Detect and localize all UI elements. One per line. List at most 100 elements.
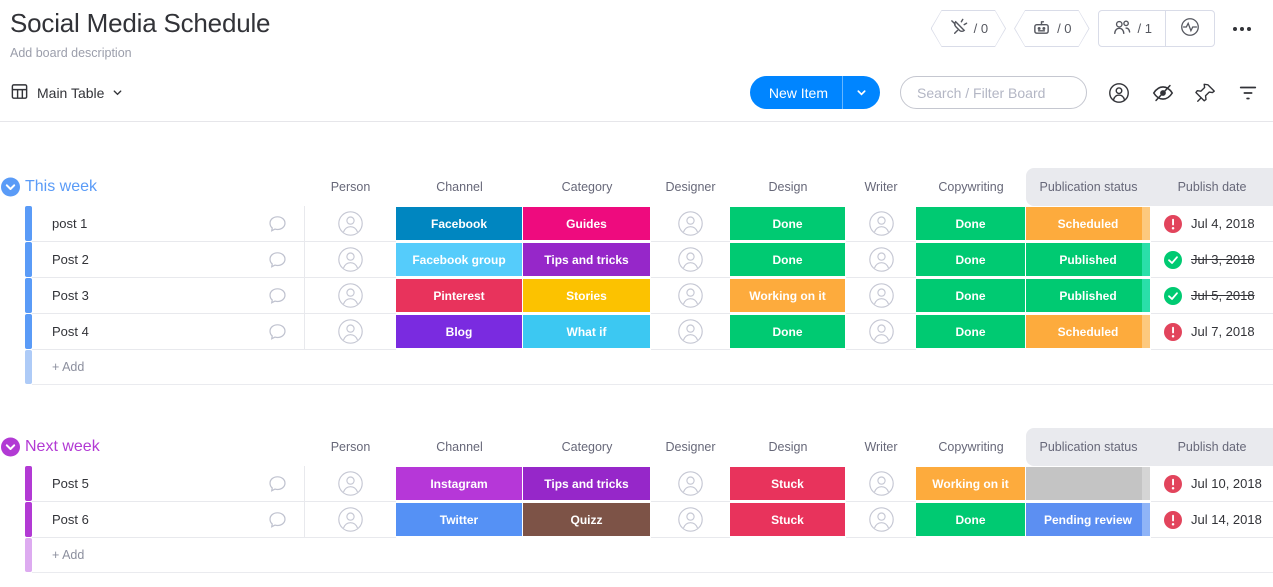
column-header-copywriting[interactable]: Copywriting — [938, 180, 1004, 194]
design-status-cell[interactable]: Working on it — [730, 278, 846, 314]
person-cell[interactable] — [305, 466, 396, 502]
design-status-cell[interactable]: Stuck — [730, 466, 846, 502]
column-header-person[interactable]: Person — [330, 180, 371, 194]
design-status-cell[interactable]: Done — [730, 206, 846, 242]
integrations-badge[interactable]: / 0 — [931, 10, 1006, 47]
person-filter-icon[interactable] — [1107, 81, 1131, 105]
person-cell[interactable] — [305, 206, 396, 242]
column-header-category[interactable]: Category — [561, 440, 613, 454]
column-header-category[interactable]: Category — [561, 180, 613, 194]
activity-button[interactable] — [1165, 11, 1214, 46]
copywriting-status-cell[interactable]: Done — [916, 502, 1026, 538]
person-cell[interactable] — [305, 278, 396, 314]
add-item-row[interactable]: + Add — [25, 350, 1273, 385]
column-header-channel[interactable]: Channel — [436, 440, 483, 454]
design-status-cell[interactable]: Done — [730, 314, 846, 350]
channel-cell[interactable]: Pinterest — [396, 278, 523, 314]
designer-cell[interactable] — [651, 502, 730, 538]
item-name-cell[interactable]: Post 6 — [32, 502, 305, 538]
copywriting-status-cell[interactable]: Done — [916, 278, 1026, 314]
filter-funnel-icon[interactable] — [1237, 82, 1259, 104]
add-item-row[interactable]: + Add — [25, 538, 1273, 573]
column-header-designer[interactable]: Designer — [665, 440, 716, 454]
column-header-publish-date[interactable]: Publish date — [1151, 428, 1273, 466]
pin-icon[interactable] — [1195, 82, 1217, 104]
item-name-cell[interactable]: Post 5 — [32, 466, 305, 502]
publication-status-cell[interactable]: Pending review — [1026, 502, 1151, 538]
publish-date-cell[interactable]: Jul 14, 2018 — [1151, 502, 1273, 538]
copywriting-status-cell[interactable]: Working on it — [916, 466, 1026, 502]
board-menu-button[interactable] — [1223, 10, 1261, 47]
channel-cell[interactable]: Facebook group — [396, 242, 523, 278]
eye-slash-icon[interactable] — [1151, 81, 1175, 105]
column-header-channel[interactable]: Channel — [436, 180, 483, 194]
item-name-cell[interactable]: Post 2 — [32, 242, 305, 278]
publication-status-cell[interactable]: Scheduled — [1026, 314, 1151, 350]
designer-cell[interactable] — [651, 278, 730, 314]
copywriting-status-cell[interactable]: Done — [916, 206, 1026, 242]
channel-cell[interactable]: Facebook — [396, 206, 523, 242]
collapse-group-icon[interactable] — [1, 437, 20, 457]
publication-status-cell[interactable]: Scheduled — [1026, 206, 1151, 242]
designer-cell[interactable] — [651, 242, 730, 278]
column-header-publication-status[interactable]: Publication status — [1026, 428, 1151, 466]
designer-cell[interactable] — [651, 206, 730, 242]
writer-cell[interactable] — [846, 502, 916, 538]
column-header-writer[interactable]: Writer — [864, 440, 898, 454]
group-title[interactable]: Next week — [1, 428, 305, 466]
copywriting-status-cell[interactable]: Done — [916, 314, 1026, 350]
chat-bubble-icon[interactable] — [266, 320, 289, 343]
designer-cell[interactable] — [651, 466, 730, 502]
chat-bubble-icon[interactable] — [266, 508, 289, 531]
new-item-button[interactable]: New Item — [749, 76, 880, 109]
chat-bubble-icon[interactable] — [266, 472, 289, 495]
publish-date-cell[interactable]: Jul 10, 2018 — [1151, 466, 1273, 502]
channel-cell[interactable]: Instagram — [396, 466, 523, 502]
publish-date-cell[interactable]: Jul 3, 2018 — [1151, 242, 1273, 278]
view-tab-main-table[interactable]: Main Table — [10, 82, 123, 104]
writer-cell[interactable] — [846, 314, 916, 350]
writer-cell[interactable] — [846, 466, 916, 502]
publication-status-cell[interactable]: Published — [1026, 242, 1151, 278]
item-name-cell[interactable]: post 1 — [32, 206, 305, 242]
publication-status-cell[interactable] — [1026, 466, 1151, 502]
design-status-cell[interactable]: Stuck — [730, 502, 846, 538]
category-cell[interactable]: What if — [523, 314, 651, 350]
design-status-cell[interactable]: Done — [730, 242, 846, 278]
publish-date-cell[interactable]: Jul 7, 2018 — [1151, 314, 1273, 350]
person-cell[interactable] — [305, 242, 396, 278]
copywriting-status-cell[interactable]: Done — [916, 242, 1026, 278]
column-header-copywriting[interactable]: Copywriting — [938, 440, 1004, 454]
collapse-group-icon[interactable] — [1, 177, 20, 197]
chat-bubble-icon[interactable] — [266, 212, 289, 235]
item-name-cell[interactable]: Post 4 — [32, 314, 305, 350]
writer-cell[interactable] — [846, 206, 916, 242]
column-header-publish-date[interactable]: Publish date — [1151, 168, 1273, 206]
publish-date-cell[interactable]: Jul 4, 2018 — [1151, 206, 1273, 242]
column-header-designer[interactable]: Designer — [665, 180, 716, 194]
person-cell[interactable] — [305, 502, 396, 538]
designer-cell[interactable] — [651, 314, 730, 350]
group-title[interactable]: This week — [1, 168, 305, 206]
writer-cell[interactable] — [846, 242, 916, 278]
search-input[interactable] — [900, 76, 1087, 109]
automations-badge[interactable]: / 0 — [1014, 10, 1089, 47]
item-name-cell[interactable]: Post 3 — [32, 278, 305, 314]
column-header-design[interactable]: Design — [768, 180, 808, 194]
column-header-writer[interactable]: Writer — [864, 180, 898, 194]
column-header-publication-status[interactable]: Publication status — [1026, 168, 1151, 206]
category-cell[interactable]: Tips and tricks — [523, 466, 651, 502]
publish-date-cell[interactable]: Jul 5, 2018 — [1151, 278, 1273, 314]
column-header-design[interactable]: Design — [768, 440, 808, 454]
board-description-placeholder[interactable]: Add board description — [10, 46, 132, 60]
column-header-person[interactable]: Person — [330, 440, 371, 454]
writer-cell[interactable] — [846, 278, 916, 314]
chat-bubble-icon[interactable] — [266, 248, 289, 271]
channel-cell[interactable]: Twitter — [396, 502, 523, 538]
subscribers-button[interactable]: / 1 — [1099, 11, 1165, 46]
publication-status-cell[interactable]: Published — [1026, 278, 1151, 314]
channel-cell[interactable]: Blog — [396, 314, 523, 350]
category-cell[interactable]: Stories — [523, 278, 651, 314]
category-cell[interactable]: Tips and tricks — [523, 242, 651, 278]
chat-bubble-icon[interactable] — [266, 284, 289, 307]
